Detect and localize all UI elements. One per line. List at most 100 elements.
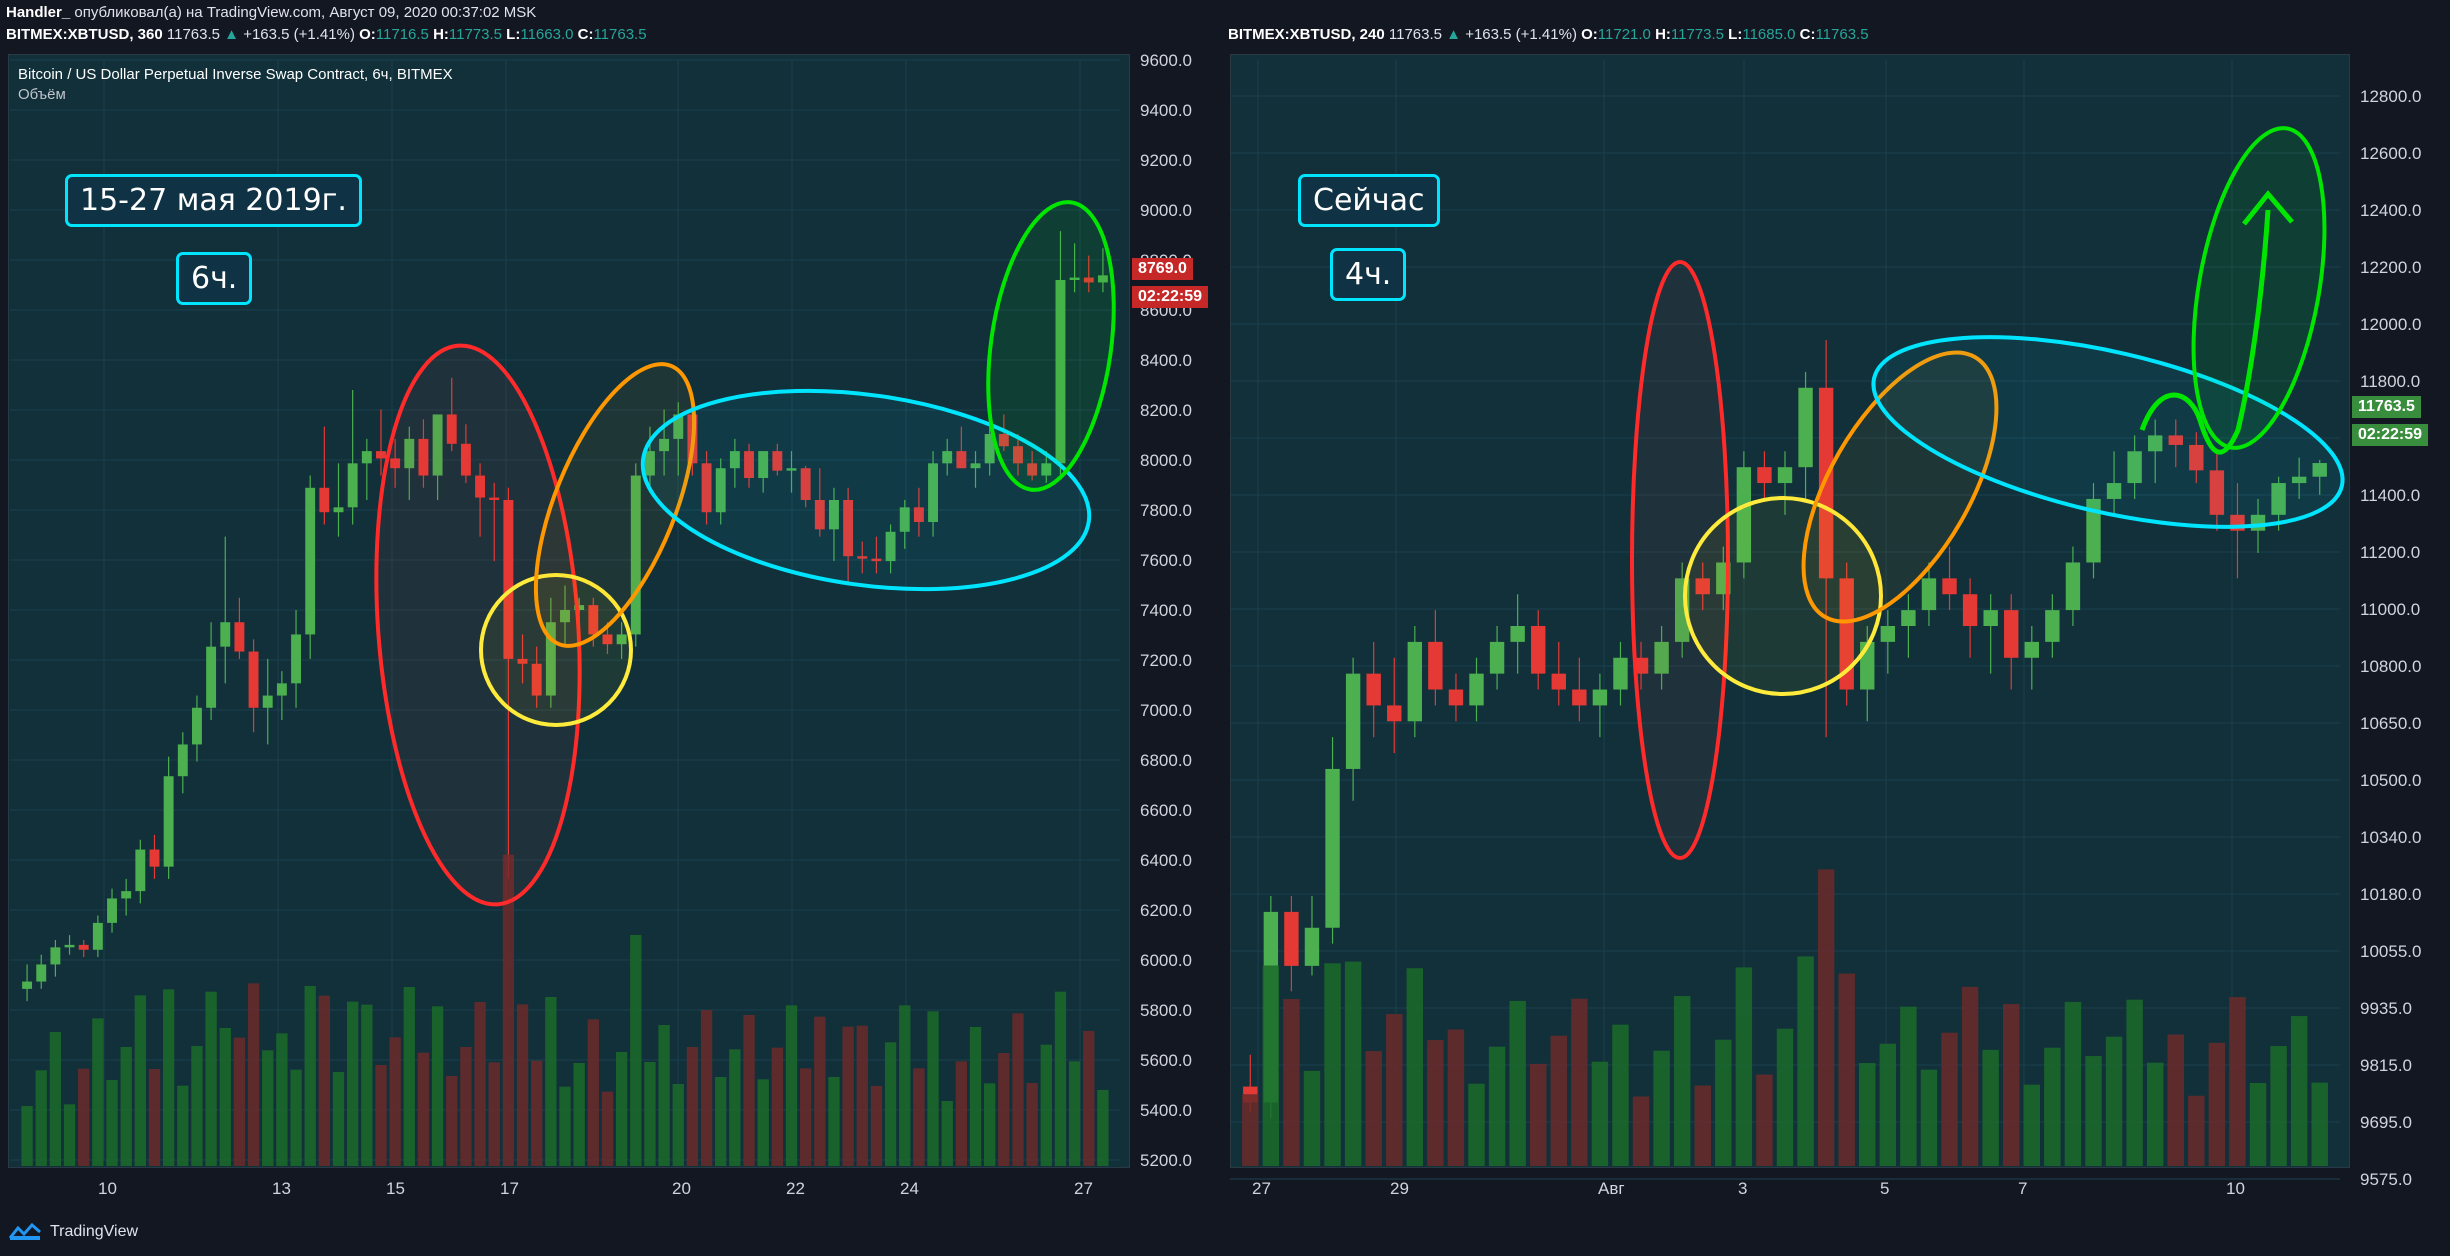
- volume-bar: [686, 1047, 699, 1166]
- volume-bar: [2146, 1062, 2164, 1166]
- y-tick-label: 10180.0: [2360, 885, 2421, 904]
- candle-body: [899, 507, 910, 532]
- candle-body: [234, 622, 245, 652]
- candle-body: [1798, 387, 1813, 468]
- left-price-axis[interactable]: [1130, 54, 1220, 1166]
- y-tick-label: 11000.0: [2360, 600, 2420, 619]
- left-close: 11763.5: [593, 26, 647, 43]
- volume-bar: [49, 1032, 62, 1166]
- candle-body: [1448, 689, 1464, 706]
- volume-bar: [884, 1042, 897, 1166]
- publish-header: Handler_ опубликовал(а) на TradingView.c…: [6, 4, 536, 21]
- volume-bar: [1068, 1061, 1081, 1166]
- candle-body: [191, 707, 202, 745]
- volume-bar: [262, 1050, 274, 1166]
- right-symbol-legend: BITMEX:XBTUSD, 240 11763.5 ▲ +163.5 (+1.…: [1228, 26, 1869, 43]
- volume-bar: [332, 1072, 345, 1166]
- y-tick-label: 6200.0: [1140, 901, 1192, 920]
- footer-brand[interactable]: TradingView: [8, 1222, 138, 1242]
- volume-label: Объём: [18, 86, 66, 103]
- candle-body: [1387, 705, 1402, 722]
- right-price-axis[interactable]: [2350, 54, 2446, 1166]
- candle-body: [262, 695, 273, 708]
- volume-bar: [715, 1077, 727, 1166]
- candle-body: [857, 556, 868, 559]
- candle-body: [1027, 463, 1038, 476]
- right-time-axis[interactable]: [1230, 1168, 2446, 1208]
- y-tick-label: 7800.0: [1140, 501, 1192, 520]
- right-timeframe-annotation: 4ч.: [1330, 248, 1407, 301]
- volume-bar: [573, 1063, 585, 1166]
- volume-bar: [318, 995, 331, 1166]
- volume-bar: [1262, 965, 1280, 1166]
- candle-body: [602, 634, 613, 645]
- left-open: 11716.5: [375, 26, 429, 43]
- volume-bar: [1386, 1014, 1403, 1166]
- y-tick-label: 5400.0: [1140, 1101, 1192, 1120]
- volume-bar: [1303, 1070, 1321, 1166]
- candle-body: [744, 451, 754, 478]
- candle-body: [673, 414, 684, 439]
- candle-body: [942, 451, 953, 464]
- candle-body: [2086, 498, 2101, 563]
- volume-bar: [1859, 1063, 1876, 1166]
- candle-body: [531, 663, 542, 696]
- y-tick-label: 10340.0: [2360, 828, 2421, 847]
- candle-body: [432, 414, 443, 476]
- candle-body: [588, 605, 599, 635]
- candle-body: [107, 898, 117, 923]
- candle-body: [829, 500, 839, 530]
- red-ellipse: [1630, 260, 1730, 860]
- volume-bar: [431, 1006, 444, 1166]
- y-tick-label: 6800.0: [1140, 751, 1192, 770]
- left-time-axis[interactable]: [8, 1168, 1220, 1208]
- candle-body: [928, 463, 939, 522]
- candle-body: [1469, 673, 1484, 706]
- volume-bar: [1735, 967, 1753, 1166]
- volume-bar: [1509, 1000, 1526, 1166]
- volume-bar: [502, 854, 515, 1166]
- y-tick-label: 6000.0: [1140, 951, 1192, 970]
- volume-bar: [92, 1018, 104, 1166]
- candle-body: [1407, 641, 1423, 722]
- volume-bar: [856, 1025, 868, 1166]
- candle-body: [1083, 277, 1094, 283]
- publish-info: опубликовал(а) на TradingView.com, Авгус…: [74, 4, 537, 21]
- green-ellipse: [986, 200, 1116, 492]
- candle-body: [92, 922, 103, 950]
- x-tick-label: Авг: [1598, 1179, 1625, 1198]
- right-close: 11763.5: [1815, 26, 1869, 43]
- candle-body: [135, 849, 146, 892]
- volume-bar: [2105, 1036, 2123, 1166]
- volume-bar: [1012, 1013, 1024, 1166]
- candle-body: [616, 634, 627, 645]
- candle-body: [390, 458, 401, 469]
- volume-bar: [1447, 1029, 1465, 1166]
- volume-bar: [1571, 998, 1588, 1166]
- volume-bar: [1879, 1043, 1897, 1166]
- candle-body: [2024, 641, 2039, 658]
- volume-bar: [2126, 999, 2143, 1166]
- orange-ellipse: [1801, 350, 1999, 624]
- y-tick-label: 11200.0: [2360, 543, 2420, 562]
- y-tick-label: 9935.0: [2360, 999, 2412, 1018]
- volume-bar: [814, 1016, 826, 1166]
- volume-bar: [1468, 1083, 1485, 1166]
- x-tick-label: 15: [386, 1179, 405, 1198]
- volume-bar: [1653, 1050, 1670, 1166]
- left-low: 11663.0: [520, 26, 574, 43]
- volume-bar: [842, 1026, 854, 1166]
- y-tick-label: 10500.0: [2360, 771, 2421, 790]
- h-label: H:: [1655, 26, 1671, 43]
- volume-bar: [1097, 1090, 1109, 1166]
- volume-bar: [1242, 1094, 1259, 1166]
- volume-bar: [2290, 1016, 2308, 1166]
- up-arrow-icon: ▲: [1446, 26, 1462, 43]
- volume-bar: [1488, 1046, 1506, 1166]
- left-change: +163.5 (+1.41%): [243, 26, 355, 43]
- volume-bar: [162, 989, 175, 1166]
- volume-bar: [601, 1091, 614, 1166]
- candle-body: [78, 944, 89, 950]
- brand-name: TradingView: [50, 1223, 139, 1240]
- candle-body: [460, 443, 471, 476]
